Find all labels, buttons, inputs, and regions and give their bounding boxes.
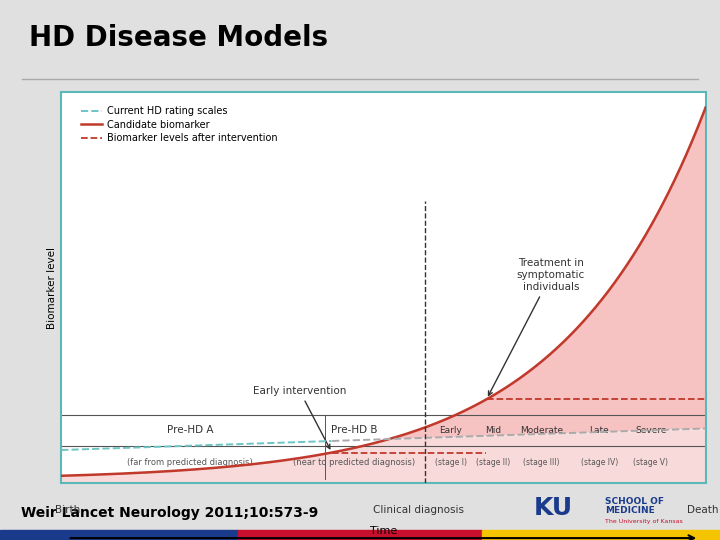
Text: Treatment in
symptomatic
individuals: Treatment in symptomatic individuals (488, 259, 585, 395)
Text: SCHOOL OF: SCHOOL OF (605, 497, 664, 505)
Y-axis label: Biomarker level: Biomarker level (47, 247, 57, 328)
Text: (stage I): (stage I) (435, 458, 467, 467)
Text: (stage III): (stage III) (523, 458, 559, 467)
Legend: Current HD rating scales, Candidate biomarker, Biomarker levels after interventi: Current HD rating scales, Candidate biom… (79, 105, 279, 145)
Text: Mid: Mid (485, 426, 501, 435)
Text: KU: KU (534, 496, 572, 520)
Text: Moderate: Moderate (520, 426, 563, 435)
Text: (near to predicted diagnosis): (near to predicted diagnosis) (293, 458, 415, 467)
Text: Clinical diagnosis: Clinical diagnosis (374, 505, 464, 515)
Text: (stage V): (stage V) (634, 458, 668, 467)
Text: Pre-HD A: Pre-HD A (167, 426, 213, 435)
Text: Severe: Severe (635, 426, 667, 435)
Text: The University of Kansas: The University of Kansas (605, 519, 683, 524)
Text: MEDICINE: MEDICINE (605, 507, 654, 515)
Text: (stage II): (stage II) (476, 458, 510, 467)
Text: HD Disease Models: HD Disease Models (29, 24, 328, 52)
Bar (0, 530, 238, 540)
Text: Pre-HD B: Pre-HD B (331, 426, 378, 435)
Text: (stage IV): (stage IV) (580, 458, 618, 467)
Text: Early intervention: Early intervention (253, 386, 346, 449)
Text: Death: Death (687, 505, 718, 515)
Bar (482, 530, 720, 540)
Text: Time: Time (370, 526, 397, 536)
Bar (238, 530, 482, 540)
Text: Early: Early (440, 426, 462, 435)
Text: Weir Lancet Neurology 2011;10:573-9: Weir Lancet Neurology 2011;10:573-9 (21, 506, 318, 519)
Text: (far from predicted diagnosis): (far from predicted diagnosis) (127, 458, 253, 467)
Text: Birth: Birth (55, 505, 80, 515)
Text: Late: Late (590, 426, 609, 435)
